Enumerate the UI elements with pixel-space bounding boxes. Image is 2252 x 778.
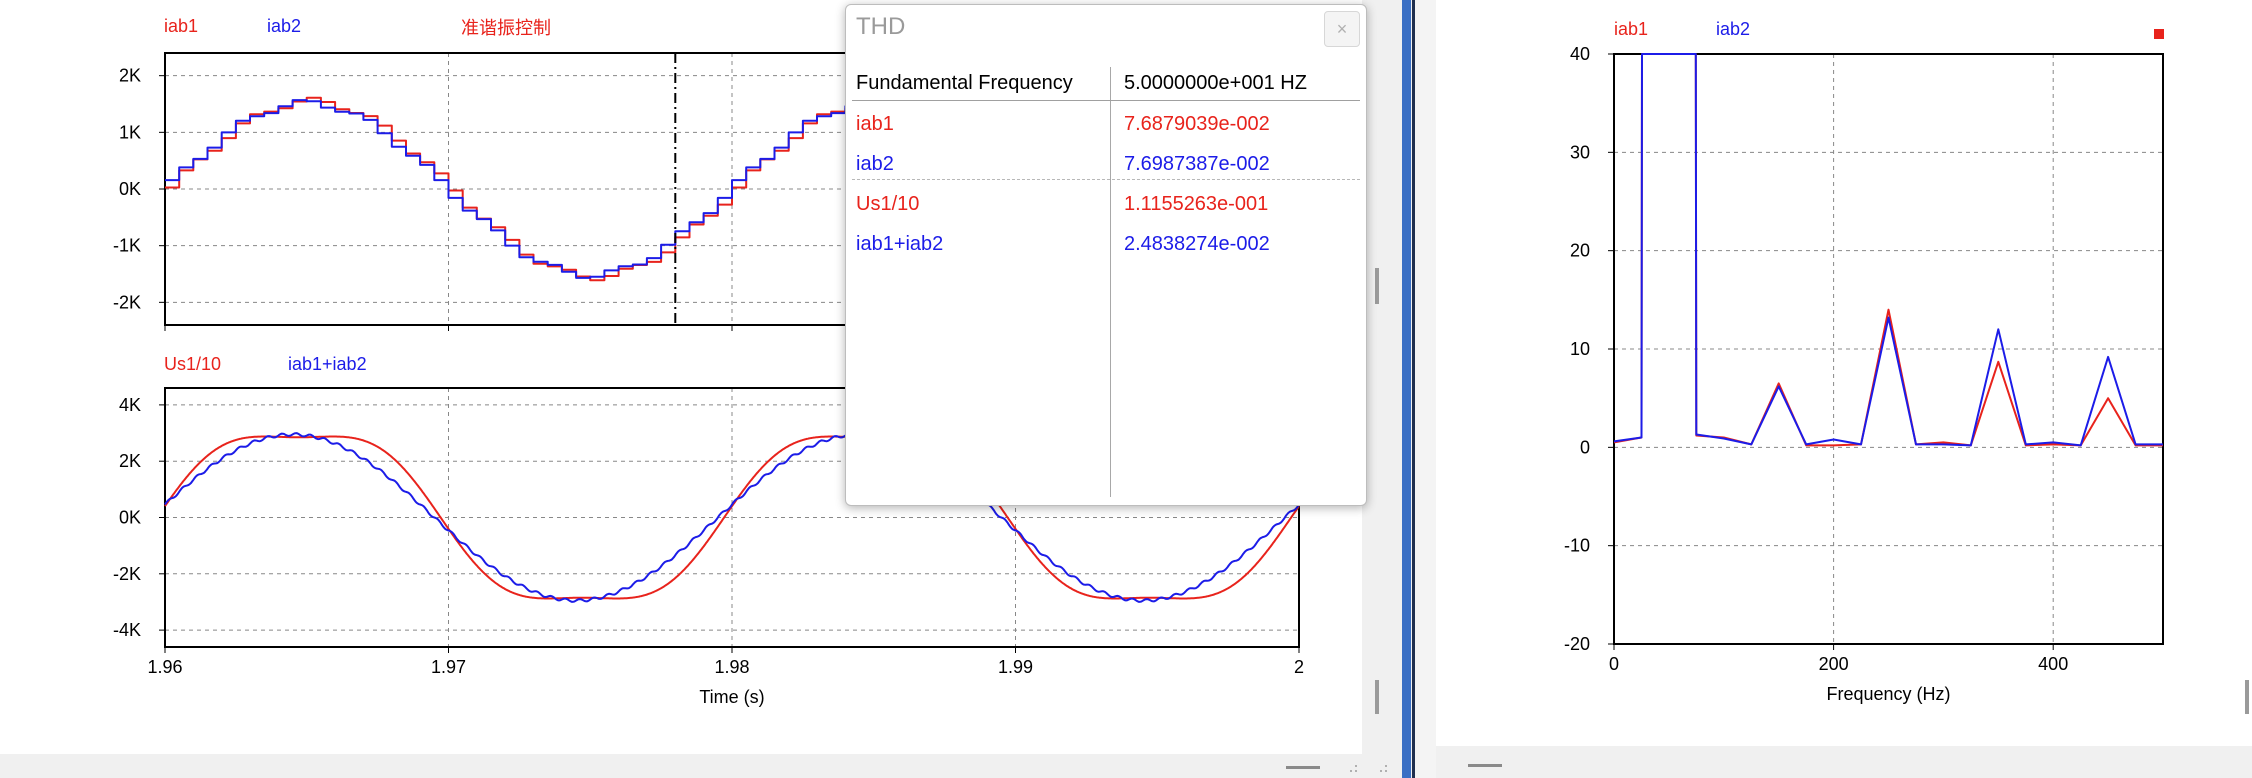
- thd-row-us1-10: Us1/10 1.1155263e-001: [856, 193, 1356, 221]
- y-tick-label: 40: [1570, 44, 1590, 64]
- fft-spectrum-chart: 0 200 400 40 30 20 10 0 -10 -20 Frequency (Hz): [1564, 44, 2164, 704]
- left-resize-grip[interactable]: [1375, 268, 1379, 304]
- right-status-strip: [1436, 746, 2252, 778]
- y-tick-label: 30: [1570, 142, 1590, 162]
- x-tick-label: 1.98: [714, 657, 749, 677]
- y-tick-label: -1K: [113, 236, 141, 256]
- y-tick-label: -4K: [113, 620, 141, 640]
- series-fft-iab2: [1613, 53, 2163, 447]
- fundamental-frequency-label: Fundamental Frequency: [856, 72, 1073, 94]
- y-tick-label: -20: [1564, 634, 1590, 654]
- y-tick-label: 10: [1570, 339, 1590, 359]
- thd-row-iab1: iab1 7.6879039e-002: [856, 113, 1356, 141]
- thd-row-value: 7.6987387e-002: [1124, 153, 1270, 175]
- right-size-grip-icon[interactable]: [1380, 765, 1387, 772]
- y-tick-label: -2K: [113, 292, 141, 312]
- y-tick-label: -2K: [113, 564, 141, 584]
- x-tick-label: 400: [2038, 654, 2068, 674]
- x-tick-label: 0: [1609, 654, 1619, 674]
- series-iab1-plus-iab2: [164, 432, 1300, 603]
- y-tick-label: 0K: [119, 508, 141, 528]
- y-tick-label: -10: [1564, 536, 1590, 556]
- x-axis-label: Time (s): [699, 687, 764, 707]
- splitter-edge: [1412, 0, 1415, 778]
- thd-header-row: Fundamental Frequency 5.0000000e+001 HZ: [856, 72, 1356, 100]
- fundamental-frequency-value: 5.0000000e+001 HZ: [1124, 72, 1307, 94]
- y-tick-label: 20: [1570, 241, 1590, 261]
- right-minimize-handle[interactable]: [1468, 764, 1502, 767]
- thd-row-value: 2.4838274e-002: [1124, 233, 1270, 255]
- y-tick-label: 0: [1580, 437, 1590, 457]
- y-tick-label: 1K: [119, 122, 141, 142]
- thd-row-label: iab1+iab2: [856, 233, 944, 255]
- right-panel-border: [1415, 0, 1436, 778]
- thd-header-divider: [852, 100, 1360, 101]
- left-resize-grip-lower[interactable]: [1375, 680, 1379, 714]
- y-tick-label: 0K: [119, 179, 141, 199]
- x-tick-label: 1.97: [431, 657, 466, 677]
- left-status-strip: [0, 754, 1362, 778]
- y-tick-label: 4K: [119, 395, 141, 415]
- top-chart-title: 准谐振控制: [461, 18, 551, 38]
- plot-frame: [1613, 53, 2164, 645]
- right-plot-panel: [1436, 0, 2252, 746]
- thd-row-value: 7.6879039e-002: [1124, 113, 1270, 135]
- legend-fft-iab2: iab2: [1716, 19, 1750, 39]
- fft-marker-icon[interactable]: [2154, 29, 2164, 39]
- legend-iab2: iab2: [267, 16, 301, 36]
- x-tick-label: 200: [1819, 654, 1849, 674]
- thd-row-label: Us1/10: [856, 193, 920, 215]
- legend-fft-iab1: iab1: [1614, 19, 1648, 39]
- x-axis-label: Frequency (Hz): [1826, 684, 1950, 704]
- thd-row-iab2: iab2 7.6987387e-002: [856, 153, 1356, 181]
- thd-column-divider: [1110, 67, 1111, 497]
- thd-row-label: iab2: [856, 153, 894, 175]
- thd-row-value: 1.1155263e-001: [1124, 193, 1269, 215]
- x-tick-label: 2: [1294, 657, 1304, 677]
- thd-dialog: THD × Fundamental Frequency 5.0000000e+0…: [845, 4, 1367, 506]
- plot-frame: [164, 387, 1300, 648]
- left-minimize-handle[interactable]: [1286, 766, 1320, 769]
- close-button[interactable]: ×: [1324, 11, 1360, 47]
- right-resize-grip[interactable]: [2245, 680, 2249, 714]
- x-tick-label: 1.96: [147, 657, 182, 677]
- thd-row-iab1-plus-iab2: iab1+iab2 2.4838274e-002: [856, 233, 1356, 261]
- legend-iab1-plus-iab2: iab1+iab2: [288, 354, 367, 374]
- x-tick-label: 1.99: [998, 657, 1033, 677]
- y-tick-label: 2K: [119, 451, 141, 471]
- y-tick-label: 2K: [119, 66, 141, 86]
- legend-iab1: iab1: [164, 16, 198, 36]
- splitter-bar[interactable]: [1402, 0, 1411, 778]
- thd-row-label: iab1: [856, 113, 894, 135]
- thd-dialog-title: THD: [856, 13, 906, 40]
- legend-us1-10: Us1/10: [164, 354, 221, 374]
- left-size-grip-icon[interactable]: [1350, 765, 1357, 772]
- thd-group-divider: [852, 179, 1360, 180]
